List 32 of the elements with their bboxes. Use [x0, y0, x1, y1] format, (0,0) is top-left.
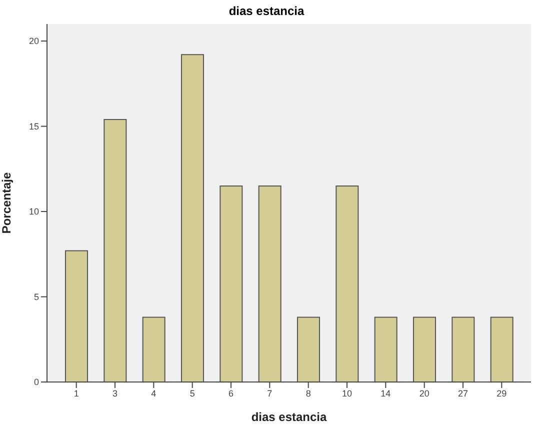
- bar: [490, 316, 514, 382]
- y-tick-label: 20: [28, 36, 39, 46]
- bar: [220, 185, 243, 382]
- x-tick-label: 3: [112, 388, 118, 398]
- x-axis-title: dias estancia: [251, 410, 328, 424]
- x-tick-label: 1: [74, 388, 79, 398]
- bar: [413, 316, 436, 382]
- y-axis-title: Porcentaje: [0, 172, 14, 234]
- x-tick-label: 5: [190, 388, 195, 398]
- bar: [452, 316, 475, 382]
- x-tick-label: 6: [228, 388, 234, 398]
- y-tick-label: 15: [28, 121, 39, 132]
- y-tick-label: 10: [28, 206, 39, 217]
- x-tick-label: 29: [496, 388, 507, 398]
- x-tick-label: 7: [267, 388, 272, 398]
- x-tick-label: 14: [380, 388, 391, 398]
- y-tick-label: 5: [34, 292, 39, 302]
- x-tick-label: 10: [342, 388, 352, 398]
- y-tick-label: 0: [34, 377, 39, 388]
- x-tick-label: 8: [306, 388, 311, 398]
- bar: [65, 250, 88, 382]
- bar: [374, 316, 398, 382]
- x-tick-label: 27: [458, 388, 468, 398]
- x-tick-label: 4: [151, 388, 156, 398]
- bar: [258, 185, 282, 382]
- x-tick-label: 20: [419, 388, 430, 398]
- bar: [104, 118, 127, 382]
- bar: [142, 316, 166, 382]
- bar: [336, 185, 359, 382]
- chart-title: dias estancia: [228, 4, 306, 18]
- bar: [181, 54, 204, 382]
- bar: [297, 316, 320, 382]
